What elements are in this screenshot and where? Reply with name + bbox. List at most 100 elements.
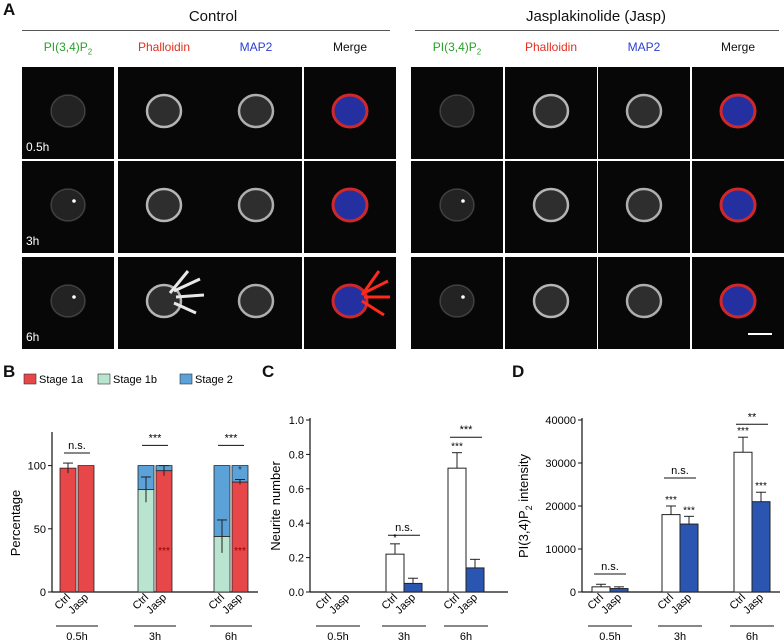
- bar-star: *: [393, 533, 397, 544]
- control-group-title: Control: [188, 8, 238, 25]
- bar-6h-Jasp: [465, 567, 485, 593]
- x-bar-label: Jasp: [599, 592, 624, 617]
- y-tick-label: 100: [28, 461, 46, 473]
- micrograph-jasp-0.5h-phalloidin: [505, 67, 597, 159]
- y-tick-label: 30000: [545, 458, 576, 470]
- group-label: 3h: [398, 631, 410, 642]
- y-axis-label: Neurite number: [268, 461, 283, 551]
- jasp-group-rule: [415, 30, 779, 31]
- inner-star-3h: ***: [158, 546, 170, 557]
- micrograph-jasp-6h-phalloidin: [505, 257, 597, 349]
- micrograph-control-3h-phalloidin: [118, 161, 210, 253]
- micrograph-control-0.5h-pi34p2: 0.5h: [22, 67, 114, 159]
- bar-3h-Jasp: [679, 523, 699, 593]
- chart-d: 010000200003000040000Ctrl***Ctrl***CtrlJ…: [516, 411, 780, 642]
- column-label-map2-control: MAP2: [239, 40, 273, 54]
- bar-0.5h-Ctrl-stage1a: [59, 467, 77, 593]
- column-label-pi34p2-jasp: PI(3,4)P2: [432, 40, 482, 57]
- y-tick-label: 0.2: [289, 553, 304, 565]
- sig-label: n.s.: [395, 522, 413, 534]
- legend-swatch-stage-1a: [23, 373, 37, 385]
- sig-label: ***: [149, 432, 163, 444]
- bar-star: ***: [737, 426, 749, 437]
- sig-label: ***: [460, 424, 474, 436]
- sig-label: **: [748, 411, 757, 423]
- bar-6h-Jasp: [751, 501, 771, 593]
- column-label-pi34p2-control: PI(3,4)P2: [43, 40, 93, 57]
- bar-0.5h-Ctrl: [591, 586, 611, 593]
- legend-label: Stage 1a: [39, 374, 84, 386]
- panel-c-letter: C: [262, 362, 275, 381]
- legend-swatch-stage-2: [179, 373, 193, 385]
- y-tick-label: 50: [34, 524, 46, 536]
- y-tick-label: 0: [570, 587, 576, 599]
- bar-6h-Jasp-stage1a: [231, 481, 249, 593]
- bar-star: ***: [755, 481, 767, 492]
- y-tick-label: 20000: [545, 501, 576, 513]
- bar-3h-Ctrl: [385, 553, 405, 593]
- bar-star: ***: [683, 505, 695, 516]
- x-bar-label: Jasp: [327, 592, 352, 617]
- inner-star-6h: ***: [234, 546, 246, 557]
- micrograph-control-3h-map2: [210, 161, 302, 253]
- micrograph-jasp-0.5h-map2: [598, 67, 690, 159]
- bar-star: ***: [665, 495, 677, 506]
- panel-a-letter: A: [3, 0, 16, 19]
- bar-3h-Ctrl: [661, 514, 681, 593]
- micrograph-control-6h-phalloidin: [118, 257, 210, 349]
- y-tick-label: 1.0: [289, 415, 304, 427]
- y-axis-label: Percentage: [8, 490, 23, 557]
- micrograph-control-6h-pi34p2: 6h: [22, 257, 114, 349]
- group-label: 6h: [460, 631, 472, 642]
- micrograph-jasp-3h-merge: [692, 161, 784, 253]
- bar-3h-Ctrl-stage1b: [137, 489, 155, 593]
- jasp-group-title: Jasplakinolide (Jasp): [525, 8, 667, 25]
- control-group-rule: [22, 30, 390, 31]
- bar-0.5h-Jasp-stage1a: [77, 465, 95, 593]
- group-label: 0.5h: [66, 631, 87, 642]
- sig-label: ***: [225, 432, 239, 444]
- micrograph-jasp-0.5h-pi34p2: [411, 67, 503, 159]
- group-label: 6h: [746, 631, 758, 642]
- micrograph-jasp-6h-pi34p2: [411, 257, 503, 349]
- legend-label: Stage 2: [195, 374, 233, 386]
- column-label-phalloidin-jasp: Phalloidin: [524, 40, 578, 54]
- x-bar-label: Jasp: [455, 592, 480, 617]
- time-label-3h: 3h: [26, 234, 40, 248]
- micrograph-jasp-3h-phalloidin: [505, 161, 597, 253]
- bar-3h-Jasp: [403, 582, 423, 593]
- y-tick-label: 10000: [545, 544, 576, 556]
- bar-0.5h-Jasp: [609, 588, 629, 593]
- x-bar-label: Jasp: [144, 592, 169, 617]
- panel-d-letter: D: [512, 362, 525, 381]
- group-label: 3h: [674, 631, 686, 642]
- group-label: 3h: [149, 631, 161, 642]
- column-label-merge-jasp: Merge: [720, 40, 755, 54]
- micrograph-control-0.5h-phalloidin: [118, 67, 210, 159]
- y-tick-label: 0.4: [289, 518, 304, 530]
- y-tick-label: 40000: [545, 415, 576, 427]
- micrograph-control-3h-merge: [304, 161, 396, 253]
- micrograph-jasp-6h-map2: [598, 257, 690, 349]
- micrograph-jasp-3h-pi34p2: [411, 161, 503, 253]
- y-tick-label: 0: [40, 587, 46, 599]
- x-bar-label: Jasp: [220, 592, 245, 617]
- legend-swatch-stage-1b: [97, 373, 111, 385]
- y-axis-label: PI(3,4)P2 intensity: [516, 454, 534, 559]
- micrograph-control-3h-pi34p2: 3h: [22, 161, 114, 253]
- sig-label: n.s.: [601, 561, 619, 573]
- micrograph-control-0.5h-map2: [210, 67, 302, 159]
- time-label-0.5h: 0.5h: [26, 140, 50, 154]
- bar-star: ***: [451, 442, 463, 453]
- micrograph-jasp-6h-merge: [692, 257, 784, 349]
- time-label-6h: 6h: [26, 330, 40, 344]
- group-label: 6h: [225, 631, 237, 642]
- micrograph-control-6h-merge: [304, 257, 396, 349]
- group-label: 0.5h: [327, 631, 348, 642]
- micrograph-control-0.5h-merge: [304, 67, 396, 159]
- bar-6h-Ctrl: [733, 451, 753, 593]
- micrograph-control-6h-map2: [210, 257, 302, 349]
- x-bar-label: Jasp: [741, 592, 766, 617]
